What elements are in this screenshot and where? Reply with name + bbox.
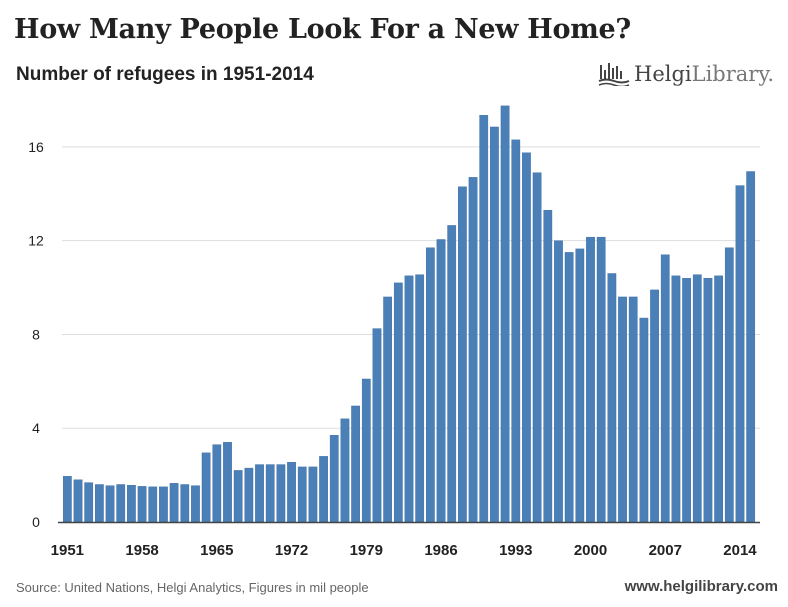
bar-1965 xyxy=(212,444,222,523)
bar-1961 xyxy=(169,483,179,523)
bar-1969 xyxy=(255,464,264,523)
bar-1966 xyxy=(223,442,232,523)
bar-1980 xyxy=(372,328,382,523)
x-tick-label: 1993 xyxy=(499,542,532,559)
chart-title: How Many People Look For a New Home? xyxy=(14,14,631,45)
bar-1976 xyxy=(329,435,339,523)
bar-1991 xyxy=(490,126,499,523)
bar-undefined xyxy=(746,171,756,523)
x-tick-label: 1958 xyxy=(125,542,158,559)
bar-1992 xyxy=(500,105,510,523)
bar-1968 xyxy=(244,467,254,523)
bar-2006 xyxy=(650,289,659,523)
x-tick-label: 1972 xyxy=(275,542,308,559)
bar-1984 xyxy=(415,274,425,523)
bar-1974 xyxy=(308,466,318,523)
bar-2008 xyxy=(671,275,681,523)
bar-2011 xyxy=(703,277,713,523)
x-tick-label: 1986 xyxy=(424,542,457,559)
bar-1977 xyxy=(340,418,350,523)
bar-1996 xyxy=(543,209,553,523)
bar-2001 xyxy=(596,236,606,523)
bar-1971 xyxy=(276,464,286,523)
bar-1983 xyxy=(404,275,414,523)
x-axis-ticks: 1951 1958 1965 1972 1979 1986 1993 2000 2007 2014 xyxy=(51,542,758,559)
bar-1995 xyxy=(532,172,542,523)
bar-1957 xyxy=(127,484,136,523)
bar-1987 xyxy=(447,225,457,523)
bar-1982 xyxy=(393,282,403,523)
bar-1993 xyxy=(511,139,521,523)
bar-1989 xyxy=(468,177,478,523)
bar-1958 xyxy=(137,486,147,523)
y-tick-label: 0 xyxy=(32,514,40,530)
logo-text-main: Helgi xyxy=(634,62,692,86)
chart-subtitle: Number of refugees in 1951-2014 xyxy=(16,64,314,85)
y-axis-ticks: 0 4 8 12 16 xyxy=(28,139,44,530)
x-tick-label: 2000 xyxy=(574,542,607,559)
bar-1953 xyxy=(84,482,94,523)
bar-1985 xyxy=(425,247,435,523)
bar-2012 xyxy=(714,275,723,523)
bar-1959 xyxy=(148,486,158,523)
bar-2005 xyxy=(639,317,649,523)
bar-2013 xyxy=(724,247,734,523)
source-note: Source: United Nations, Helgi Analytics,… xyxy=(16,580,369,595)
bars xyxy=(62,105,756,523)
bar-1994 xyxy=(522,152,531,523)
bar-1997 xyxy=(554,240,563,523)
x-tick-label: 2007 xyxy=(649,542,682,559)
bar-1960 xyxy=(159,486,168,523)
bar-1972 xyxy=(287,462,296,523)
bar-1956 xyxy=(116,484,126,523)
bar-1951 xyxy=(62,476,72,523)
x-tick-label: 2014 xyxy=(723,542,757,559)
helgi-library-logo-icon xyxy=(598,63,630,86)
logo-text-light: Library. xyxy=(691,62,775,86)
bar-2000 xyxy=(586,236,595,523)
bar-1981 xyxy=(383,296,393,523)
logo-text: HelgiLibrary. xyxy=(634,62,774,86)
bar-1970 xyxy=(265,464,275,523)
helgi-library-logo[interactable]: HelgiLibrary. xyxy=(598,62,774,86)
bar-1967 xyxy=(233,470,243,523)
website-link[interactable]: www.helgilibrary.com xyxy=(624,578,778,595)
y-tick-label: 16 xyxy=(28,139,44,155)
bar-1999 xyxy=(575,248,585,523)
bar-1973 xyxy=(297,466,307,523)
bar-1979 xyxy=(361,378,371,523)
bar-2004 xyxy=(628,296,638,523)
bar-2010 xyxy=(692,274,702,523)
bar-1954 xyxy=(95,484,104,523)
bar-1962 xyxy=(180,484,190,523)
x-tick-label: 1979 xyxy=(350,542,383,559)
bar-2007 xyxy=(660,254,670,523)
bar-1952 xyxy=(73,479,83,523)
bar-1986 xyxy=(436,239,446,523)
bar-1955 xyxy=(105,485,115,523)
bar-1963 xyxy=(191,485,200,523)
bar-1998 xyxy=(564,252,574,523)
bar-1990 xyxy=(479,115,489,523)
bar-2003 xyxy=(618,296,627,523)
bar-1978 xyxy=(351,405,360,523)
x-tick-label: 1951 xyxy=(51,542,84,559)
bar-2002 xyxy=(607,273,617,523)
bar-2009 xyxy=(682,277,691,523)
y-tick-label: 8 xyxy=(32,326,40,342)
bar-2014 xyxy=(735,185,745,523)
y-tick-label: 12 xyxy=(28,233,44,249)
x-tick-label: 1965 xyxy=(200,542,233,559)
bar-1975 xyxy=(319,456,328,523)
bar-1988 xyxy=(458,186,467,523)
bar-1964 xyxy=(201,452,211,523)
y-tick-label: 4 xyxy=(32,420,40,436)
